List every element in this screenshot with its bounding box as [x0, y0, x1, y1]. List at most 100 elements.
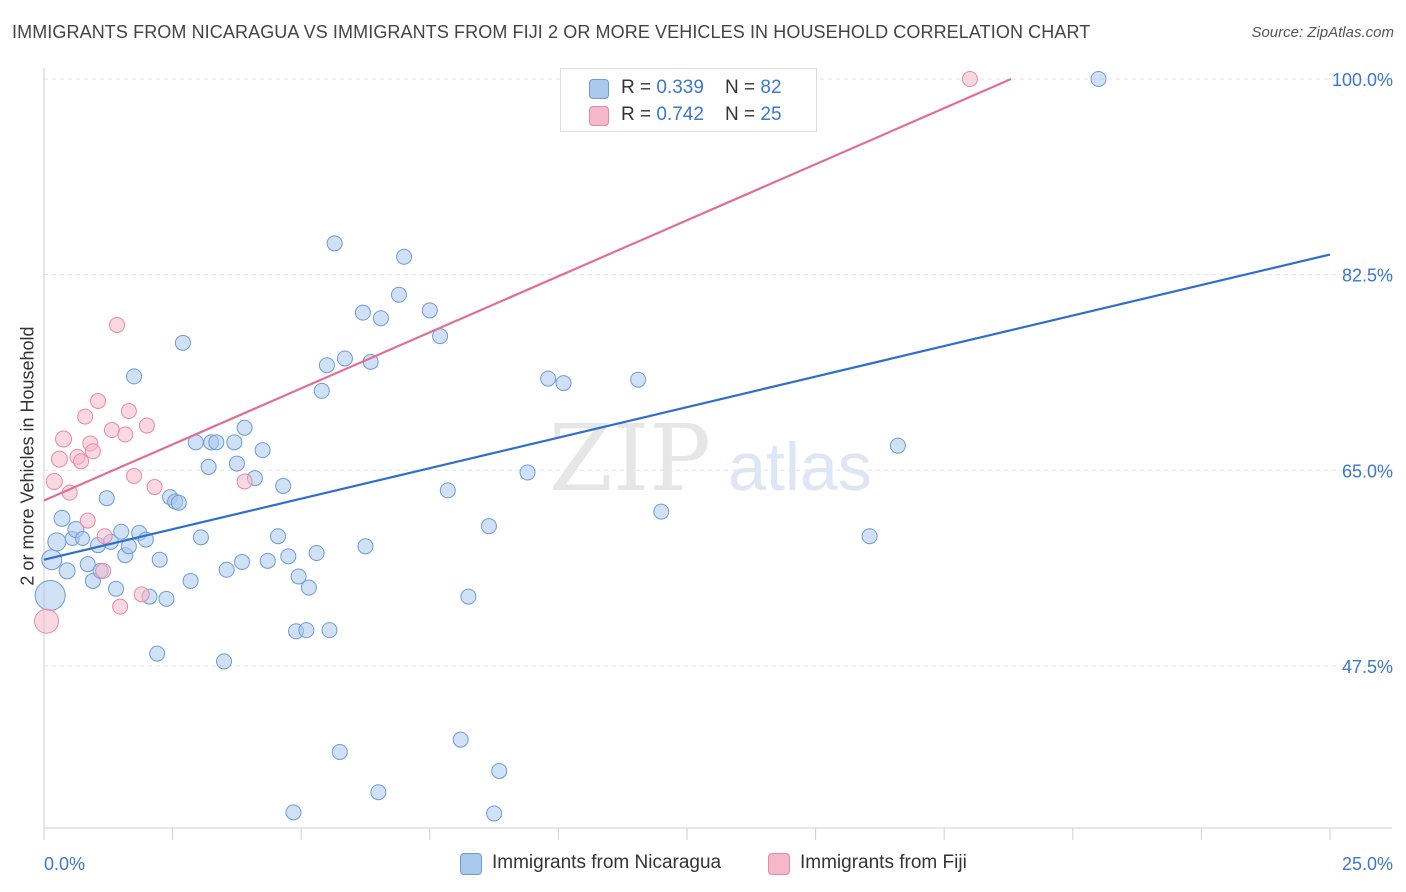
data-point-nicaragua	[861, 528, 878, 545]
data-point-fiji	[96, 528, 113, 545]
data-point-nicaragua	[354, 304, 371, 321]
data-point-nicaragua	[149, 645, 166, 662]
x-tick-label: 0.0%	[44, 854, 85, 874]
data-point-nicaragua	[331, 743, 348, 760]
data-point-fiji	[55, 430, 73, 448]
data-point-nicaragua	[439, 482, 456, 499]
data-point-nicaragua	[480, 518, 497, 535]
data-point-nicaragua	[285, 804, 302, 821]
data-point-fiji	[45, 472, 63, 490]
legend-swatch-fiji	[589, 106, 609, 126]
chart-title: IMMIGRANTS FROM NICARAGUA VS IMMIGRANTS …	[12, 22, 1091, 42]
data-point-nicaragua	[226, 434, 243, 451]
data-point-nicaragua	[53, 509, 71, 527]
bottom-legend-swatch-fiji	[768, 853, 790, 875]
watermark-zip: ZIP	[549, 405, 711, 512]
tick-labels: 47.5% 65.0% 82.5% 100.0% 0.0% 25.0%	[44, 70, 1393, 874]
data-point-nicaragua	[460, 588, 477, 605]
y-tick-label: 100.0%	[1332, 70, 1393, 90]
data-point-nicaragua	[208, 434, 225, 451]
y-tick-label: 82.5%	[1342, 266, 1393, 286]
data-point-nicaragua	[47, 532, 67, 552]
data-point-fiji	[103, 422, 120, 439]
data-point-nicaragua	[108, 580, 125, 597]
bottom-legend-label-fiji: Immigrants from Fiji	[800, 852, 967, 873]
data-point-nicaragua	[1090, 71, 1107, 88]
data-point-nicaragua	[421, 302, 438, 319]
data-point-nicaragua	[174, 334, 191, 351]
data-point-fiji	[236, 473, 253, 490]
data-point-nicaragua	[318, 357, 335, 374]
y-axis-label: 2 or more Vehicles in Household	[17, 326, 38, 586]
data-point-nicaragua	[275, 477, 292, 494]
bottom-legend-swatch-nicaragua	[460, 853, 482, 875]
data-point-nicaragua	[491, 762, 508, 779]
data-point-nicaragua	[151, 551, 168, 568]
data-point-nicaragua	[280, 548, 297, 565]
data-point-nicaragua	[182, 572, 199, 589]
data-point-nicaragua	[236, 419, 253, 436]
data-point-nicaragua	[75, 530, 91, 546]
data-point-nicaragua	[126, 368, 143, 385]
legend-r-label: R =	[621, 104, 657, 125]
data-point-fiji	[133, 586, 150, 603]
data-point-nicaragua	[630, 371, 647, 388]
legend-r-value-nicaragua: 0.339	[656, 77, 704, 98]
legend-n-value-nicaragua: 82	[760, 77, 782, 98]
data-point-nicaragua	[519, 464, 536, 481]
data-point-fiji	[146, 479, 163, 496]
data-point-fiji	[120, 403, 137, 420]
data-point-nicaragua	[254, 442, 271, 459]
data-point-nicaragua	[270, 528, 287, 545]
data-point-nicaragua	[113, 523, 130, 540]
data-point-nicaragua	[170, 494, 187, 511]
data-point-nicaragua	[234, 553, 251, 570]
data-point-fiji	[50, 450, 68, 468]
data-point-nicaragua	[396, 248, 413, 265]
data-point-nicaragua	[326, 235, 343, 252]
data-point-nicaragua	[98, 490, 115, 507]
data-point-nicaragua	[452, 731, 469, 748]
legend-n-label: N =	[725, 77, 761, 98]
series-nicaragua-points	[34, 71, 1107, 822]
legend-swatch-nicaragua	[589, 79, 609, 99]
data-point-nicaragua	[259, 552, 276, 569]
data-point-nicaragua	[34, 579, 66, 611]
data-point-nicaragua	[653, 503, 670, 520]
data-point-fiji	[95, 562, 112, 579]
data-point-nicaragua	[228, 455, 245, 472]
data-point-fiji	[109, 316, 126, 333]
data-point-fiji	[73, 453, 90, 470]
data-point-fiji	[84, 443, 101, 460]
data-point-fiji	[79, 512, 96, 529]
data-point-nicaragua	[486, 805, 503, 822]
bottom-legend-label-nicaragua: Immigrants from Nicaragua	[492, 852, 722, 873]
y-tick-label: 47.5%	[1342, 657, 1393, 677]
x-tick-label: 25.0%	[1342, 854, 1393, 874]
data-point-nicaragua	[555, 375, 572, 392]
data-point-nicaragua	[308, 544, 325, 561]
data-point-nicaragua	[889, 437, 906, 454]
data-point-nicaragua	[216, 653, 233, 670]
legend-r-value-fiji: 0.742	[656, 104, 704, 125]
series-fiji-points	[34, 71, 978, 634]
legend-r-label: R =	[621, 77, 657, 98]
data-point-nicaragua	[357, 538, 374, 555]
data-point-fiji	[34, 608, 60, 634]
data-point-fiji	[112, 598, 129, 615]
data-point-nicaragua	[298, 622, 315, 639]
data-point-nicaragua	[200, 458, 217, 475]
data-point-nicaragua	[58, 562, 76, 580]
data-point-nicaragua	[290, 568, 307, 585]
data-point-fiji	[90, 392, 107, 409]
axes	[43, 68, 1392, 840]
data-point-fiji	[138, 417, 155, 434]
data-point-fiji	[117, 426, 134, 443]
trendlines	[43, 77, 1331, 561]
legend-n-label: N =	[725, 104, 761, 125]
gridlines	[44, 78, 1392, 667]
watermark-atlas: atlas	[728, 429, 872, 505]
data-point-nicaragua	[370, 784, 387, 801]
data-point-nicaragua	[79, 556, 96, 573]
